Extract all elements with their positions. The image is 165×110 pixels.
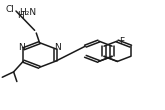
Text: H: H xyxy=(17,11,24,20)
Text: Cl: Cl xyxy=(6,6,15,15)
Text: N: N xyxy=(55,43,61,52)
Text: F: F xyxy=(119,37,124,46)
Text: N: N xyxy=(18,43,24,52)
Text: H₂N: H₂N xyxy=(20,8,37,17)
